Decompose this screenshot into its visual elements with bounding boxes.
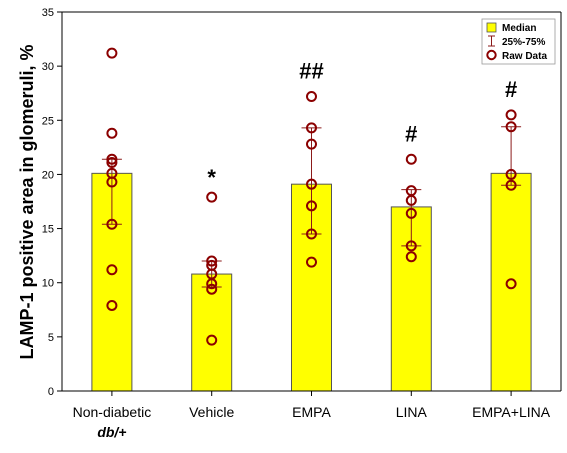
raw-data-point: [505, 168, 517, 180]
raw-data-point: [206, 334, 218, 346]
raw-data-point: [306, 122, 317, 134]
legend-raw-swatch: [486, 49, 497, 61]
x-category-label: Vehicle: [189, 404, 234, 420]
y-tick-label: 25: [42, 115, 54, 127]
y-axis: 0 5 10 15 20 25 30 35: [42, 7, 62, 398]
legend-median-swatch: [486, 22, 497, 33]
y-tick-label: 0: [48, 386, 54, 398]
y-tick-label: 5: [48, 332, 54, 344]
significance-annotations: *####: [207, 58, 517, 190]
raw-data-point: [405, 194, 417, 206]
raw-data-point: [405, 251, 417, 263]
raw-data-point: [106, 218, 118, 230]
y-tick-label: 10: [42, 278, 54, 290]
legend-raw-label: Raw Data: [502, 51, 547, 62]
legend-iqr-label: 25%-75%: [502, 37, 545, 48]
y-tick-label: 35: [42, 7, 54, 19]
y-tick-label: 30: [42, 61, 54, 73]
legend: Median 25%-75% Raw Data: [481, 18, 556, 65]
raw-data-point: [505, 121, 517, 133]
x-category-label: EMPA: [292, 404, 331, 420]
raw-data-point: [106, 176, 118, 188]
raw-data-point: [206, 191, 218, 203]
raw-data-point: [106, 157, 118, 169]
raw-data-point: [505, 179, 517, 191]
raw-data-point: [306, 200, 317, 212]
x-category-label: LINA: [396, 404, 428, 420]
raw-data-point: [306, 256, 317, 268]
y-tick-label: 15: [42, 224, 54, 236]
x-category-label: Non-diabetic: [73, 404, 152, 420]
significance-marker: ##: [299, 58, 323, 83]
x-axis-categories: Non-diabetic db/+ Vehicle EMPA LINA EMPA+LINA: [73, 391, 551, 440]
significance-marker: *: [207, 165, 216, 190]
raw-data-point: [306, 138, 317, 150]
x-category-label: EMPA+LINA: [472, 404, 551, 420]
raw-data-point: [405, 240, 417, 252]
bar: [490, 172, 532, 392]
raw-data-point: [206, 283, 218, 295]
raw-data-point: [306, 228, 317, 240]
raw-data-point: [306, 178, 317, 190]
raw-data-point: [306, 90, 317, 102]
significance-marker: #: [405, 121, 417, 146]
bar: [191, 273, 233, 392]
raw-data-point: [106, 153, 118, 165]
legend-median-label: Median: [502, 23, 536, 34]
raw-data-points: [106, 47, 517, 346]
raw-data-point: [405, 153, 417, 165]
y-tick-label: 20: [42, 169, 54, 181]
raw-data-point: [106, 299, 118, 311]
x-category-sublabel: db/+: [97, 424, 126, 440]
raw-data-point: [106, 47, 118, 59]
raw-data-point: [206, 278, 218, 290]
raw-data-point: [505, 278, 517, 290]
raw-data-point: [106, 127, 118, 139]
raw-data-point: [106, 264, 118, 276]
raw-data-point: [206, 255, 218, 267]
raw-data-point: [505, 109, 517, 121]
y-axis-label: LAMP-1 positive area in glomeruli, %: [17, 44, 37, 359]
raw-data-point: [405, 207, 417, 219]
significance-marker: #: [505, 77, 517, 102]
bar: [390, 206, 432, 392]
